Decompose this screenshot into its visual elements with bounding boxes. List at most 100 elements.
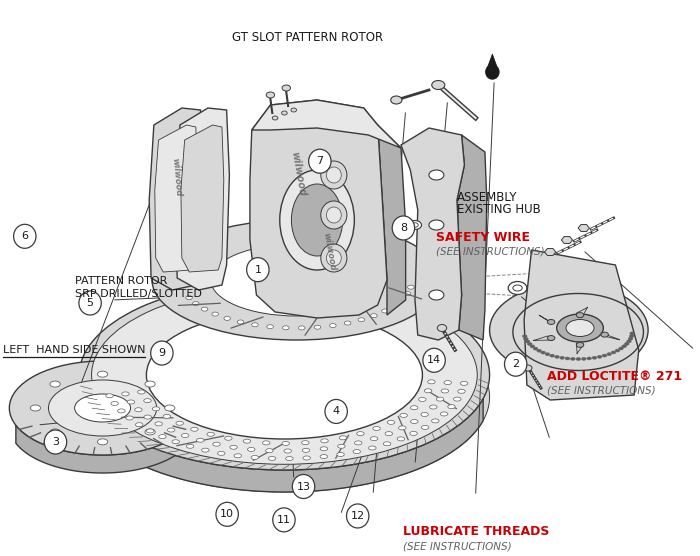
Ellipse shape	[592, 356, 597, 359]
Ellipse shape	[146, 311, 422, 439]
Ellipse shape	[281, 111, 287, 115]
Ellipse shape	[159, 435, 166, 439]
Ellipse shape	[404, 291, 411, 296]
Ellipse shape	[384, 442, 391, 446]
Ellipse shape	[268, 456, 276, 460]
Text: LEFT  HAND SIDE SHOWN: LEFT HAND SIDE SHOWN	[4, 345, 146, 355]
Circle shape	[326, 207, 342, 223]
Ellipse shape	[624, 342, 629, 345]
Ellipse shape	[615, 349, 620, 352]
Ellipse shape	[224, 316, 230, 320]
Ellipse shape	[97, 371, 108, 377]
Ellipse shape	[432, 81, 444, 90]
Circle shape	[325, 399, 347, 424]
Polygon shape	[457, 135, 486, 340]
Text: wilwood: wilwood	[171, 157, 183, 197]
Ellipse shape	[410, 419, 418, 424]
Text: 3: 3	[52, 437, 59, 447]
Ellipse shape	[429, 220, 444, 230]
Ellipse shape	[353, 450, 360, 454]
Ellipse shape	[619, 347, 623, 350]
Text: LUBRICATE THREADS: LUBRICATE THREADS	[403, 525, 550, 538]
Ellipse shape	[354, 441, 362, 445]
Ellipse shape	[282, 85, 290, 91]
Ellipse shape	[302, 448, 309, 453]
Ellipse shape	[428, 380, 435, 384]
Ellipse shape	[320, 447, 328, 451]
Circle shape	[309, 149, 331, 173]
Ellipse shape	[337, 444, 345, 448]
Text: 5: 5	[87, 298, 94, 308]
Ellipse shape	[398, 298, 405, 302]
Text: ASSEMBLY: ASSEMBLY	[457, 191, 517, 203]
Ellipse shape	[252, 323, 258, 327]
Ellipse shape	[429, 170, 444, 180]
Ellipse shape	[153, 407, 160, 411]
Ellipse shape	[565, 357, 570, 360]
Ellipse shape	[570, 358, 575, 360]
Polygon shape	[378, 125, 405, 315]
Polygon shape	[250, 100, 387, 318]
Polygon shape	[578, 225, 589, 231]
Text: 14: 14	[427, 355, 441, 365]
Polygon shape	[85, 399, 483, 492]
Text: (SEE INSTRUCTIONS): (SEE INSTRUCTIONS)	[547, 386, 656, 396]
Ellipse shape	[138, 390, 145, 394]
Text: 13: 13	[297, 481, 311, 492]
Ellipse shape	[136, 423, 143, 426]
Ellipse shape	[321, 439, 328, 443]
Ellipse shape	[225, 436, 232, 440]
Ellipse shape	[337, 453, 344, 456]
Ellipse shape	[410, 406, 418, 410]
Ellipse shape	[212, 312, 218, 316]
Ellipse shape	[286, 456, 293, 460]
Ellipse shape	[106, 394, 113, 398]
Ellipse shape	[320, 455, 328, 459]
Ellipse shape	[461, 381, 468, 385]
Ellipse shape	[134, 408, 142, 412]
Ellipse shape	[370, 436, 378, 441]
Ellipse shape	[344, 321, 351, 325]
Ellipse shape	[144, 399, 151, 403]
Ellipse shape	[412, 223, 418, 227]
Text: 6: 6	[21, 231, 28, 241]
Text: GT SLOT PATTERN ROTOR: GT SLOT PATTERN ROTOR	[232, 31, 383, 43]
Polygon shape	[175, 108, 230, 290]
Ellipse shape	[164, 405, 175, 411]
Circle shape	[321, 161, 347, 189]
Ellipse shape	[330, 324, 336, 327]
Text: 2: 2	[512, 359, 519, 369]
Ellipse shape	[419, 398, 426, 401]
Ellipse shape	[400, 413, 407, 418]
Ellipse shape	[424, 389, 432, 393]
Ellipse shape	[382, 309, 388, 313]
Ellipse shape	[314, 325, 321, 329]
Ellipse shape	[391, 304, 398, 307]
Circle shape	[423, 348, 445, 373]
Circle shape	[321, 201, 347, 229]
Ellipse shape	[629, 335, 634, 337]
Polygon shape	[252, 100, 401, 148]
Polygon shape	[533, 336, 553, 340]
Ellipse shape	[291, 184, 343, 256]
Ellipse shape	[358, 317, 365, 322]
Ellipse shape	[607, 353, 612, 356]
Circle shape	[486, 65, 499, 79]
Ellipse shape	[152, 220, 441, 340]
Ellipse shape	[369, 446, 376, 450]
Ellipse shape	[357, 431, 364, 436]
Ellipse shape	[197, 438, 204, 442]
Text: SAFETY WIRE: SAFETY WIRE	[436, 231, 530, 244]
Text: 8: 8	[400, 223, 407, 233]
Ellipse shape	[533, 347, 538, 350]
Ellipse shape	[218, 451, 225, 455]
Ellipse shape	[525, 340, 530, 343]
Ellipse shape	[556, 314, 603, 342]
Ellipse shape	[118, 409, 125, 413]
Ellipse shape	[545, 353, 550, 356]
Ellipse shape	[408, 221, 421, 230]
Ellipse shape	[111, 401, 118, 405]
Text: 1: 1	[254, 265, 261, 275]
Ellipse shape	[397, 437, 405, 441]
Ellipse shape	[421, 413, 428, 416]
